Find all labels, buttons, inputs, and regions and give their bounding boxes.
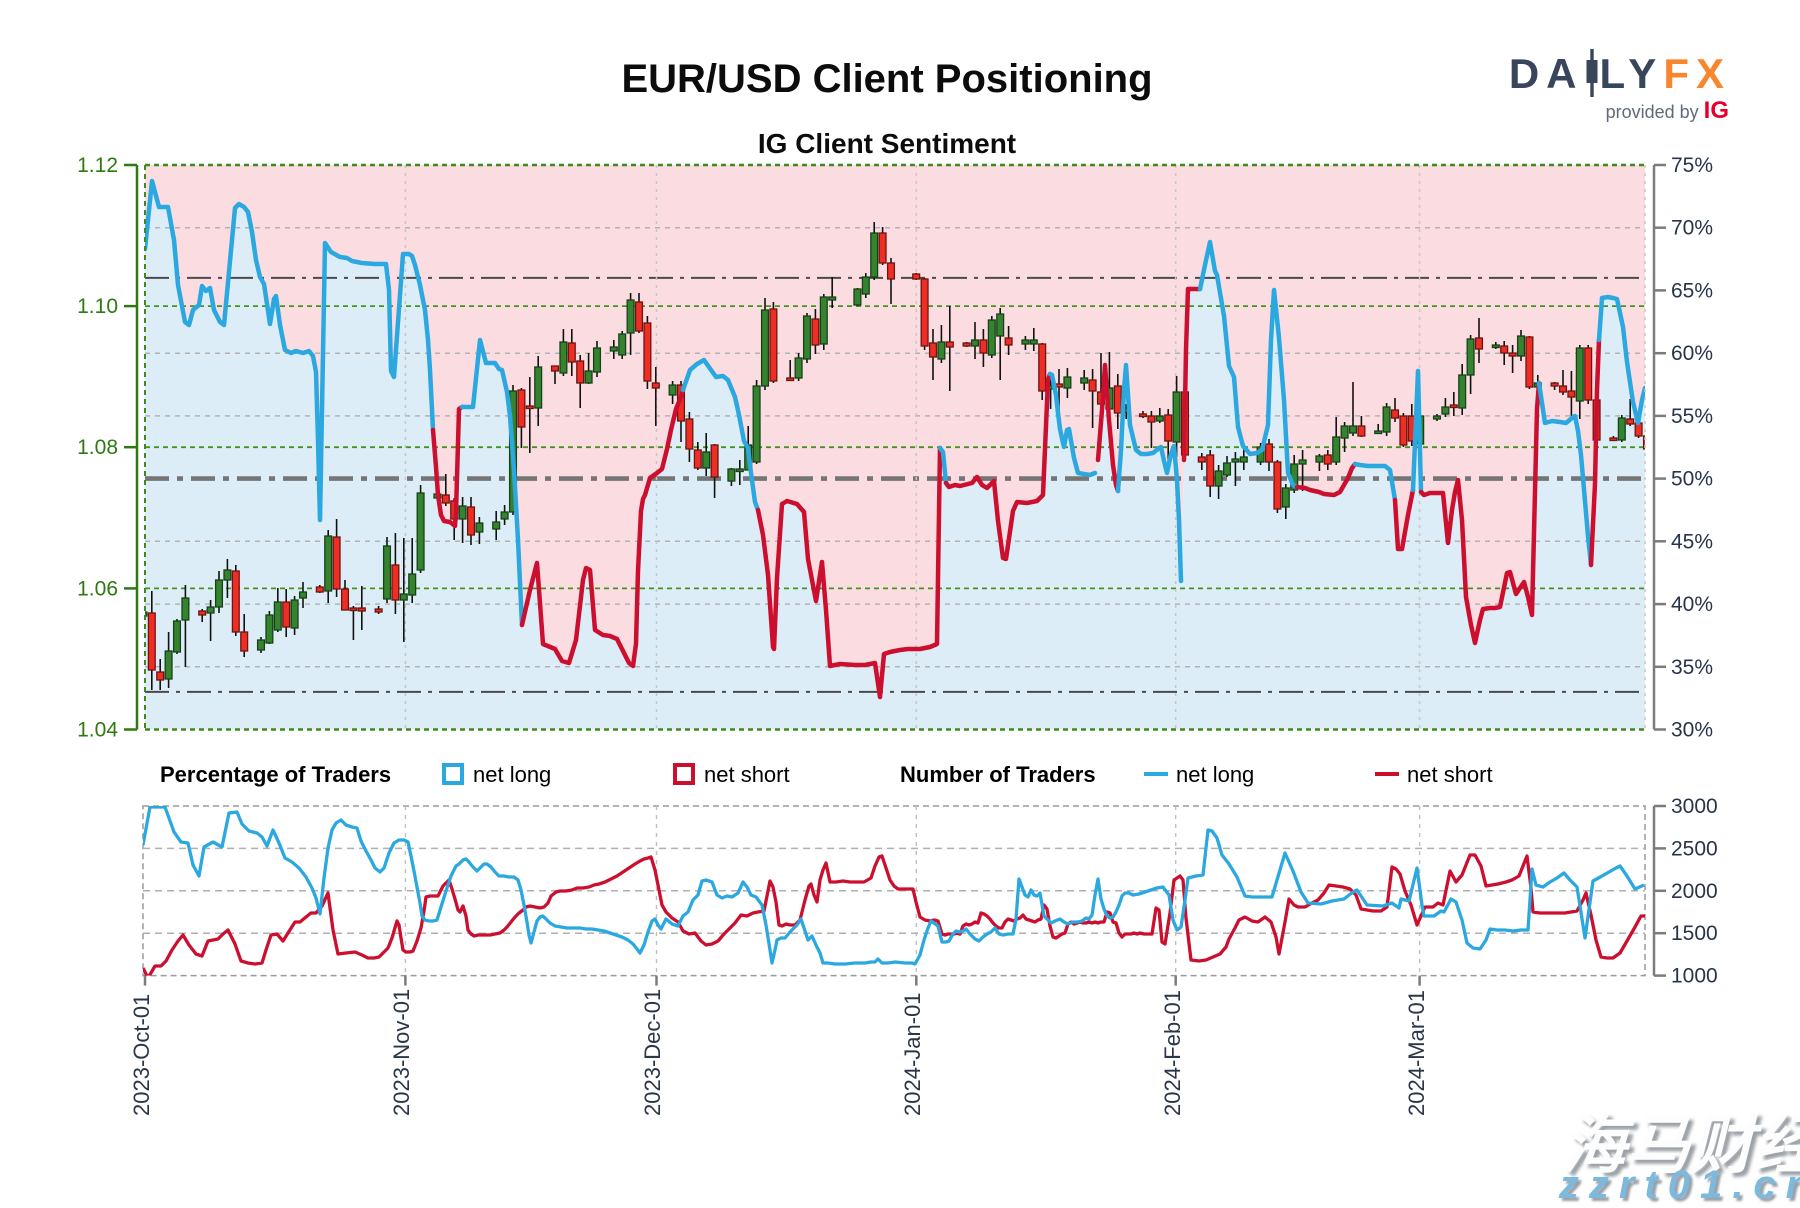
svg-text:50%: 50% [1671, 468, 1713, 491]
svg-text:30%: 30% [1671, 719, 1713, 742]
svg-text:65%: 65% [1671, 279, 1713, 302]
svg-text:45%: 45% [1671, 530, 1713, 553]
svg-text:3000: 3000 [1671, 795, 1718, 818]
svg-text:1500: 1500 [1671, 922, 1718, 945]
svg-text:40%: 40% [1671, 593, 1713, 616]
svg-text:70%: 70% [1671, 217, 1713, 240]
svg-text:35%: 35% [1671, 656, 1713, 679]
svg-text:60%: 60% [1671, 342, 1713, 365]
svg-text:2500: 2500 [1671, 837, 1718, 860]
svg-text:1.12: 1.12 [77, 154, 118, 177]
svg-text:1.08: 1.08 [77, 436, 118, 459]
svg-text:55%: 55% [1671, 405, 1713, 428]
svg-text:1000: 1000 [1671, 965, 1718, 988]
svg-text:1.06: 1.06 [77, 577, 118, 600]
svg-text:75%: 75% [1671, 154, 1713, 177]
svg-text:1.04: 1.04 [77, 719, 118, 742]
svg-text:1.10: 1.10 [77, 295, 118, 318]
svg-text:2000: 2000 [1671, 880, 1718, 903]
